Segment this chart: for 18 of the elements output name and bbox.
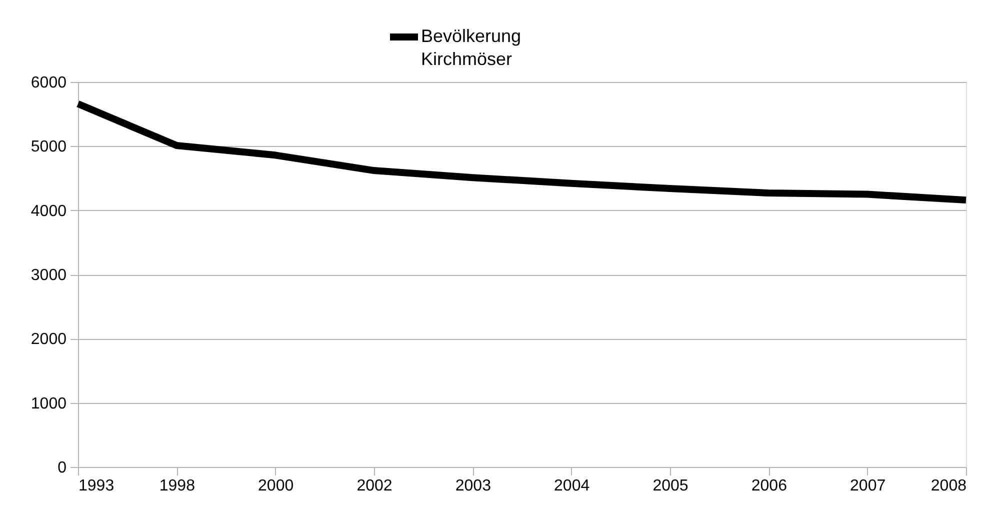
y-tick-label: 0 bbox=[58, 460, 67, 476]
x-tick-label: 2005 bbox=[652, 478, 688, 494]
x-tick-label: 2002 bbox=[356, 478, 392, 494]
x-tick-label: 2003 bbox=[455, 478, 492, 494]
y-tick-label: 3000 bbox=[30, 267, 67, 284]
x-tick-label: 2004 bbox=[554, 478, 590, 494]
legend-label: Bevölkerung Kirchmöser bbox=[421, 26, 522, 69]
y-tick-label: 5000 bbox=[30, 138, 67, 156]
x-tick-label: 1998 bbox=[159, 478, 196, 494]
y-tick-label: 6000 bbox=[30, 74, 67, 92]
y-tick-label: 1000 bbox=[30, 395, 67, 412]
y-tick-label: 2000 bbox=[30, 331, 67, 348]
x-tick-label: 1993 bbox=[78, 478, 114, 494]
x-tick-label: 2008 bbox=[930, 478, 967, 494]
x-tick-label: 2007 bbox=[850, 478, 886, 494]
y-tick-label: 4000 bbox=[30, 202, 67, 220]
x-tick-label: 2006 bbox=[751, 478, 788, 494]
x-tick-label: 2000 bbox=[258, 478, 294, 494]
